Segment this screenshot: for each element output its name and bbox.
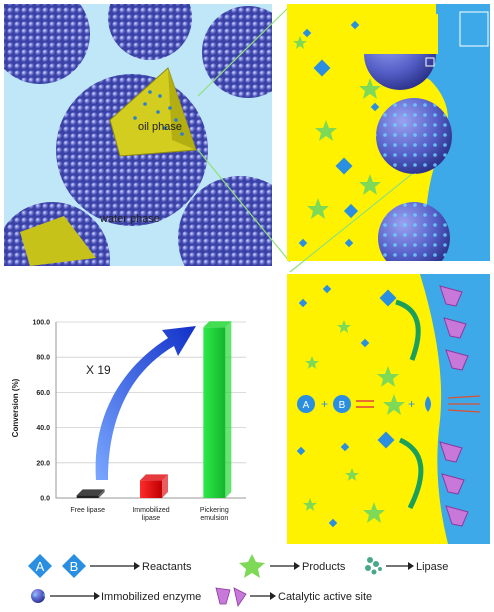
legend-immobilized-enzyme: Immobilized enzyme: [31, 589, 201, 603]
legend-site-label: Catalytic active site: [278, 591, 372, 603]
chart-bars: [76, 321, 232, 498]
y-axis-label: Conversion (%): [11, 378, 20, 437]
interface-zoom-panel: [287, 4, 490, 261]
svg-text:+: +: [321, 397, 328, 411]
legend-product-icon: [239, 554, 265, 578]
zoom-line-to-bottom: [289, 173, 413, 273]
emulsion-panel: oil phase water phase: [4, 4, 272, 266]
legend-products: Products: [239, 554, 346, 578]
legend-enzyme-label: Immobilized enzyme: [101, 591, 201, 603]
x19-arrow: [95, 326, 196, 480]
y-tick-label: 20.0: [36, 460, 50, 467]
legend-reactants: A B Reactants: [28, 554, 192, 578]
svg-text:B: B: [339, 400, 346, 411]
legend-lipase-label: Lipase: [416, 561, 448, 573]
reaction-panel: A + B +: [287, 274, 490, 544]
reaction-reactants: [296, 284, 397, 528]
bar-3: [203, 321, 232, 498]
svg-text:+: +: [408, 397, 415, 411]
water-phase-label: water phase: [99, 213, 160, 225]
y-tick-label: 0.0: [40, 496, 50, 503]
x-tick-label: lipase: [142, 515, 160, 522]
legend-lipase: Lipase: [365, 557, 448, 575]
reactants-top: [298, 20, 380, 248]
y-tick-label: 100.0: [32, 320, 50, 327]
droplet-top-middle: [108, 4, 192, 60]
zoom-line-bottom: [197, 149, 291, 263]
reaction-products: [303, 320, 399, 523]
svg-text:A: A: [303, 400, 310, 411]
legend-reactant-a-icon: [28, 554, 52, 578]
equation-reactant-a: [297, 395, 315, 413]
droplet-top-left: [4, 4, 90, 84]
reaction-equation: A + B +: [297, 394, 481, 415]
inset-box: [459, 11, 489, 47]
x-tick-label: Pickering: [200, 507, 229, 514]
legend: A B Reactants Products Lipase: [28, 554, 448, 608]
equation-reactant-b: [333, 395, 351, 413]
svg-text:B: B: [70, 559, 79, 574]
svg-text:A: A: [36, 559, 45, 574]
catalytic-sites: [439, 285, 469, 527]
equation-product: [383, 394, 405, 415]
bar-2: [140, 474, 168, 498]
droplet-cutaway-oil: [20, 216, 96, 266]
products-stars-top: [293, 36, 381, 219]
cutaway-dots: [133, 90, 184, 136]
legend-reactant-b-icon: [62, 554, 86, 578]
chart-axes: [55, 322, 246, 499]
legend-reactants-label: Reactants: [142, 561, 192, 573]
chart-annotation: X 19: [86, 363, 111, 377]
reaction-arrows: [395, 299, 424, 510]
y-tick-label: 80.0: [36, 355, 50, 362]
y-tick-label: 40.0: [36, 425, 50, 432]
droplet-bottom-right: [178, 176, 272, 266]
y-tick-label: 60.0: [36, 390, 50, 397]
cutaway-shade: [168, 68, 196, 150]
legend-catalytic-site: Catalytic active site: [215, 587, 372, 608]
legend-lipase-icon: [365, 557, 382, 575]
reaction-water-region: [420, 274, 490, 544]
bar-1: [76, 489, 105, 498]
zoom-line-top: [197, 5, 291, 97]
droplet-top-right: [202, 6, 272, 98]
legend-site-icon: [215, 587, 231, 605]
x-tick-label: Free lipase: [70, 507, 105, 514]
equation-water-drop: [425, 396, 431, 412]
x-tick-label: emulsion: [200, 515, 228, 522]
oil-phase-label: oil phase: [138, 121, 182, 133]
legend-products-label: Products: [302, 561, 346, 573]
x-tick-label: Immobilized: [132, 507, 169, 514]
y-tick-labels: 0.0 20.0 40.0 60.0 80.0 100.0: [32, 320, 50, 503]
